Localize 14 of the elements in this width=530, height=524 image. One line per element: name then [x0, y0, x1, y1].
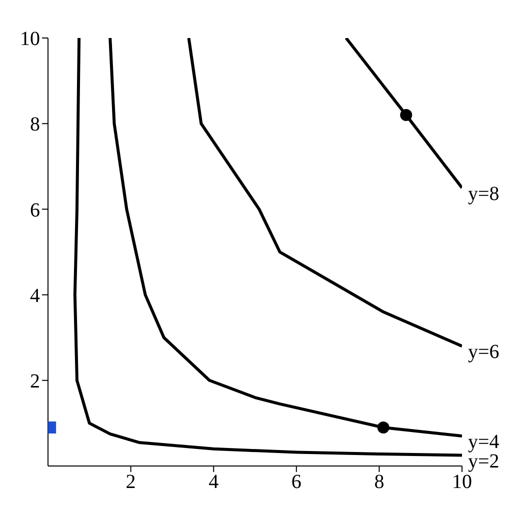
series-label: y=6 [468, 341, 500, 364]
x-tick-label: 6 [291, 471, 302, 494]
series-label: y=4 [468, 431, 500, 454]
x-tick-label: 10 [452, 471, 472, 494]
y-tick-label: 6 [30, 199, 40, 222]
y-tick-label: 10 [20, 28, 40, 50]
x-tick-label: 8 [374, 471, 384, 494]
x-tick-label: 2 [126, 471, 136, 494]
y-tick-label: 8 [30, 114, 40, 136]
y-tick-label: 4 [30, 284, 40, 307]
y-tick-label: 2 [30, 370, 40, 392]
line-series [187, 38, 462, 348]
x-tick-label: 4 [208, 471, 219, 494]
series-label: y=8 [468, 182, 500, 205]
